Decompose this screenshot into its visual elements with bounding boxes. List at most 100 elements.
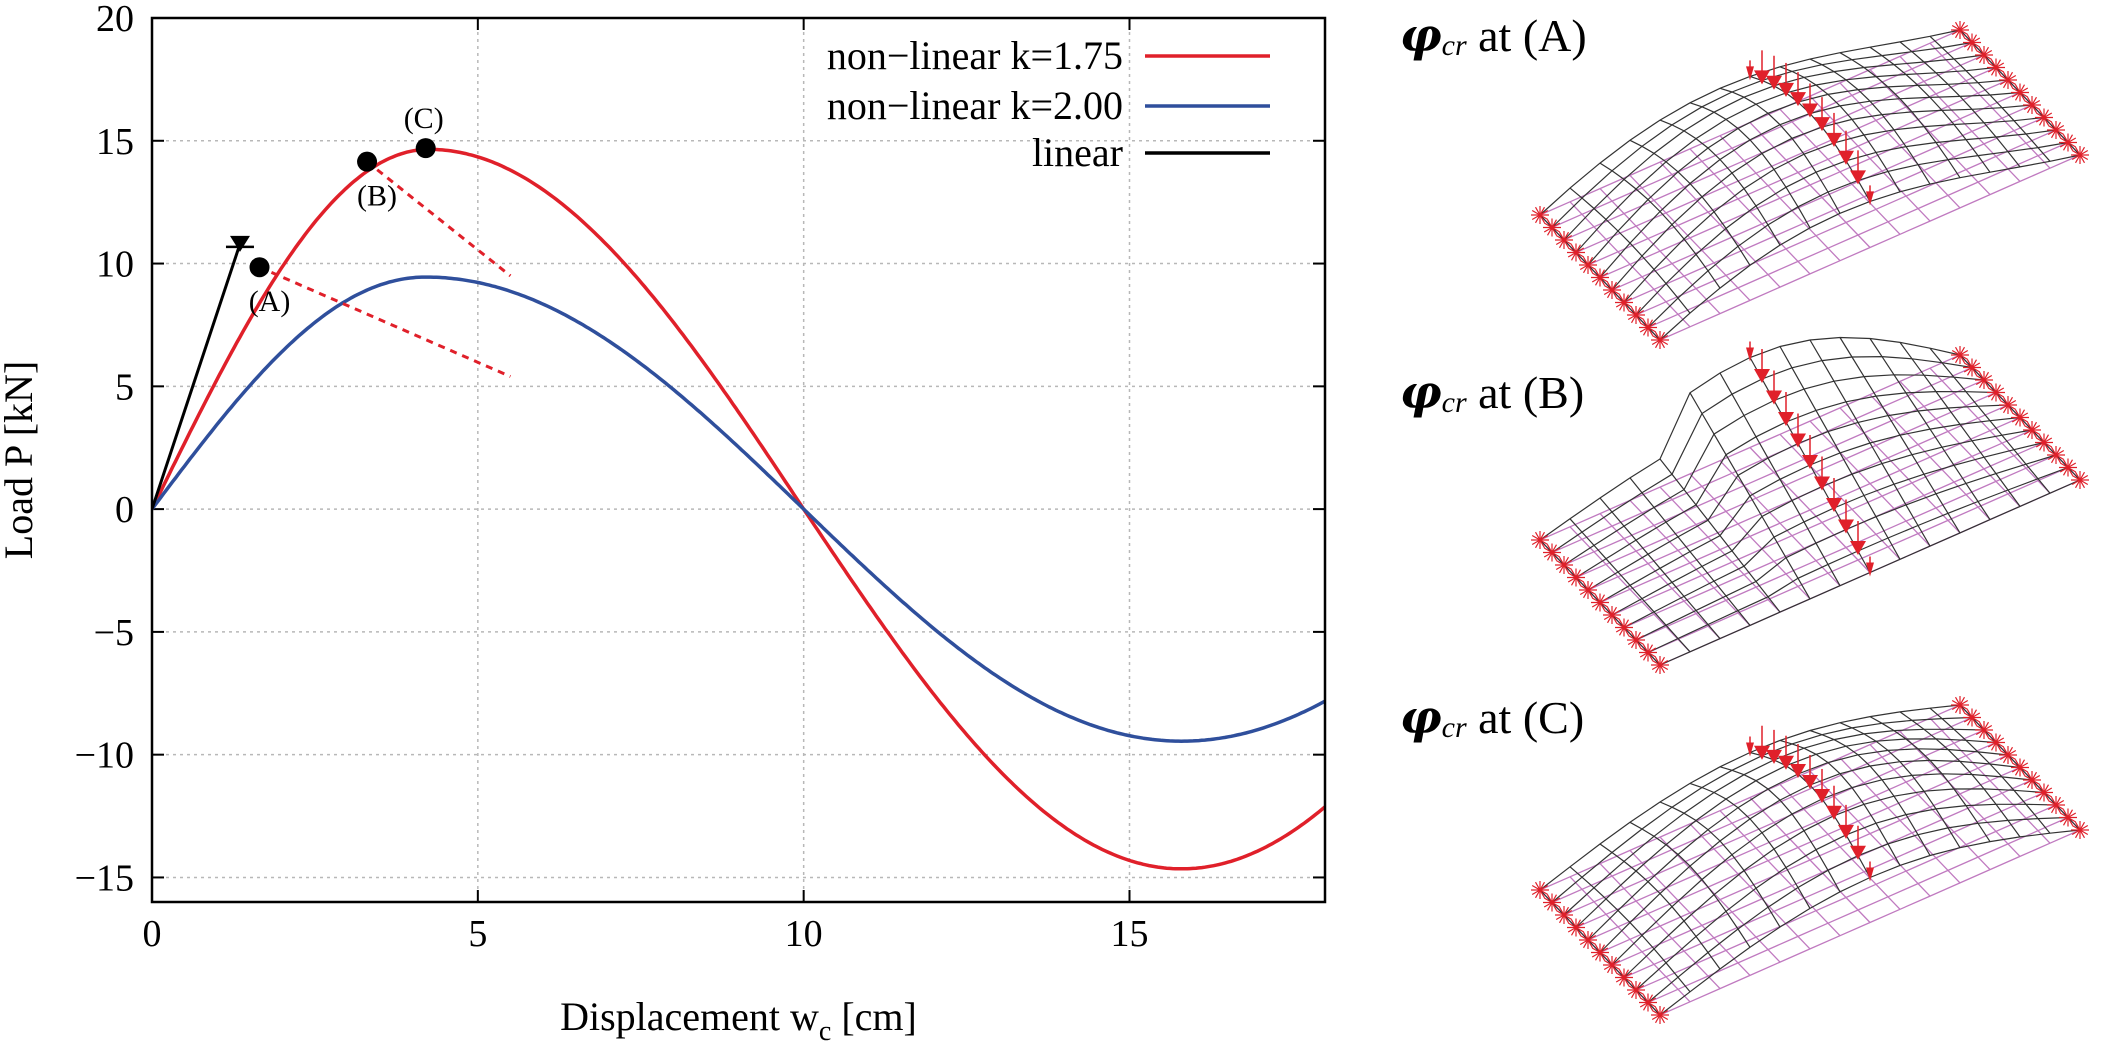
deformed-line [1551, 355, 1973, 553]
point-marker [357, 151, 378, 172]
load-arrow-head [1746, 742, 1754, 757]
load-arrow-head [1838, 824, 1854, 839]
load-arrow-head [1814, 476, 1830, 491]
undeformed-line [1659, 154, 2081, 341]
load-arrow-head [1802, 775, 1818, 789]
load-arrow-head [1850, 541, 1866, 555]
load-arrow-head [1790, 92, 1806, 107]
support-markers [1531, 346, 2089, 674]
x-tick-label: 0 [143, 913, 162, 955]
point-label: (C) [404, 102, 444, 135]
legend-label: non−linear k=1.75 [827, 33, 1123, 78]
linear-limit-marker [229, 235, 250, 252]
x-axis-label: Displacement wc [cm] [560, 994, 917, 1046]
undeformed-line [1539, 704, 1961, 891]
point-marker [249, 257, 270, 278]
mode-shape-c-mesh [1531, 696, 2089, 1024]
series-group [152, 147, 1325, 871]
point-label: (A) [249, 285, 291, 318]
y-tick-label: −5 [94, 612, 134, 654]
load-arrow-head [1766, 75, 1782, 90]
load-arrow-head [1814, 788, 1830, 803]
load-arrow-head [1866, 191, 1874, 206]
load-arrow-head [1790, 763, 1806, 778]
x-tick-label: 5 [468, 913, 487, 955]
load-arrow-head [1826, 805, 1842, 820]
point-label: (B) [357, 180, 397, 213]
nonlinear-k200-series [152, 275, 1325, 743]
undeformed-line [1647, 466, 2069, 654]
y-tick-label: 15 [96, 121, 134, 163]
deformed-line [1599, 843, 1721, 970]
load-arrow-head [1766, 390, 1782, 405]
undeformed-line [1611, 779, 2033, 966]
undeformed-line [1599, 91, 2021, 279]
x-tick-label: 15 [1111, 913, 1149, 955]
y-tick-label: −10 [75, 735, 134, 777]
mode-shape-b-mesh [1531, 336, 2089, 674]
undeformed-line [1563, 379, 1985, 566]
undeformed-line [1599, 766, 2021, 954]
undeformed-line [1635, 129, 2057, 316]
load-arrow-head [1766, 749, 1782, 764]
mesh-grid [1539, 29, 2081, 341]
legend-label: linear [1032, 130, 1123, 175]
undeformed-line [1635, 454, 2057, 641]
load-arrow-head [1754, 369, 1770, 383]
load-arrows [1746, 725, 1874, 882]
load-arrow-head [1826, 132, 1842, 147]
y-tick-label: −15 [75, 857, 134, 899]
x-tick-label: 10 [785, 913, 823, 955]
load-arrow-head [1778, 412, 1794, 426]
load-arrow-head [1746, 66, 1754, 81]
undeformed-line [1587, 79, 2009, 266]
mode-shape-a-title: φcr at (A) [1400, 8, 1587, 62]
load-arrow-head [1838, 519, 1854, 534]
mesh-grid [1539, 704, 2081, 1016]
legend-label: non−linear k=2.00 [827, 83, 1123, 128]
load-arrow-head [1790, 433, 1806, 448]
y-tick-label: 5 [115, 366, 134, 408]
support-markers [1531, 21, 2089, 349]
mode-shape-b-title: φcr at (B) [1400, 365, 1585, 419]
undeformed-line [1599, 416, 2021, 604]
support-markers [1531, 696, 2089, 1024]
point-marker [415, 138, 436, 159]
undeformed-line [1647, 816, 2069, 1004]
load-arrow-head [1746, 347, 1754, 362]
load-arrow-head [1866, 562, 1874, 577]
mode-shape-c-title: φcr at (C) [1400, 690, 1585, 744]
undeformed-line [1551, 366, 1973, 554]
undeformed-line [1623, 116, 2045, 304]
y-tick-label: 0 [115, 489, 134, 531]
load-arrow-head [1850, 170, 1866, 185]
deformed-line [1689, 782, 1811, 909]
load-arrow-head [1754, 745, 1770, 760]
y-tick-label: 10 [96, 244, 134, 286]
undeformed-line [1587, 754, 2009, 941]
load-arrow-head [1754, 70, 1770, 85]
load-arrow-head [1866, 867, 1874, 882]
mode-shape-a-mesh [1531, 21, 2089, 349]
load-arrows [1746, 341, 1874, 577]
linear-series [152, 243, 242, 510]
load-arrows [1746, 50, 1874, 206]
load-arrow-head [1814, 117, 1830, 132]
deformed-line [1539, 336, 1961, 541]
load-displacement-chart: 0 5 10 15 −15 −10 −5 0 5 10 15 20 Displacement wc [c… [0, 0, 1327, 1046]
tangent-line-1 [366, 160, 512, 278]
undeformed-line [1611, 104, 2033, 291]
undeformed-line [1623, 791, 2045, 979]
undeformed-line [1575, 741, 1997, 929]
undeformed-line [1551, 41, 1973, 229]
load-arrow-head [1802, 455, 1818, 469]
undeformed-line [1647, 141, 2069, 329]
undeformed-line [1551, 716, 1973, 904]
load-arrow-head [1838, 150, 1854, 165]
y-tick-label: 20 [96, 0, 134, 40]
load-arrow-head [1778, 755, 1794, 770]
undeformed-line [1611, 429, 2033, 616]
load-arrow-head [1850, 845, 1866, 860]
undeformed-line [1575, 66, 1997, 254]
